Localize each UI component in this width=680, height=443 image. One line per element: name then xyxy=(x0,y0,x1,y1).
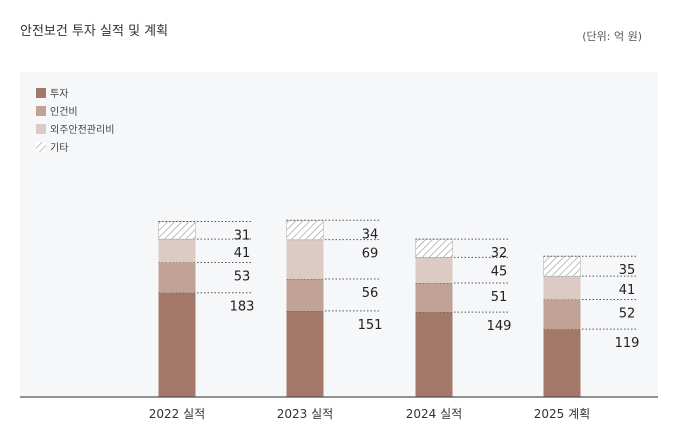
bar-segment-기타-2023-실적 xyxy=(286,220,324,240)
bar-segment-외주안전관리비-2025-계획 xyxy=(543,276,581,300)
legend-label-투자: 투자 xyxy=(50,88,68,100)
bar-segment-외주안전관리비-2022-실적 xyxy=(158,239,196,263)
unit-label: (단위: 억 원) xyxy=(582,30,642,43)
data-label-투자-2023-실적: 151 xyxy=(358,318,383,333)
bar-segment-투자-2022-실적 xyxy=(158,292,196,397)
data-label-외주안전관리비-2024-실적: 45 xyxy=(491,264,508,279)
x-tick-2025-계획: 2025 계획 xyxy=(534,407,590,421)
x-tick-2023-실적: 2023 실적 xyxy=(277,407,333,421)
data-label-기타-2022-실적: 31 xyxy=(234,228,251,243)
data-label-인건비-2024-실적: 51 xyxy=(491,290,508,305)
legend-label-외주안전관리비: 외주안전관리비 xyxy=(50,124,114,136)
bars-group: 183 53 41 31 151 56 69 34 149 51 45 32 119 52 41 35 xyxy=(158,219,640,397)
legend-swatch-인건비 xyxy=(36,106,46,116)
bar-segment-투자-2024-실적 xyxy=(415,312,453,397)
x-tick-2024-실적: 2024 실적 xyxy=(406,407,462,421)
bar-segment-외주안전관리비-2024-실적 xyxy=(415,257,453,283)
legend-swatch-외주안전관리비 xyxy=(36,124,46,134)
bar-segment-기타-2024-실적 xyxy=(415,238,453,258)
bar-segment-인건비-2024-실적 xyxy=(415,283,453,313)
legend-swatch-투자 xyxy=(36,88,46,98)
data-label-기타-2025-계획: 35 xyxy=(619,263,636,278)
data-label-투자-2022-실적: 183 xyxy=(230,300,255,315)
bar-segment-인건비-2023-실적 xyxy=(286,279,324,311)
data-label-기타-2023-실적: 34 xyxy=(362,227,379,242)
x-tick-labels: 2022 실적 2023 실적 2024 실적 2025 계획 xyxy=(149,407,590,421)
data-label-인건비-2023-실적: 56 xyxy=(362,286,379,301)
legend-label-기타: 기타 xyxy=(50,142,68,154)
data-label-투자-2025-계획: 119 xyxy=(615,336,640,351)
data-label-인건비-2025-계획: 52 xyxy=(619,307,636,322)
x-tick-2022-실적: 2022 실적 xyxy=(149,407,205,421)
data-label-외주안전관리비-2025-계획: 41 xyxy=(619,283,636,298)
chart-title: 안전보건 투자 실적 및 계획 xyxy=(20,24,169,39)
bar-segment-기타-2025-계획 xyxy=(543,255,581,277)
legend-label-인건비: 인건비 xyxy=(50,106,78,118)
bar-segment-기타-2022-실적 xyxy=(158,221,196,240)
bar-segment-투자-2023-실적 xyxy=(286,310,324,397)
bar-segment-외주안전관리비-2023-실적 xyxy=(286,239,324,280)
data-label-외주안전관리비-2022-실적: 41 xyxy=(234,246,251,261)
data-label-투자-2024-실적: 149 xyxy=(487,319,512,334)
bar-segment-인건비-2025-계획 xyxy=(543,299,581,330)
bar-segment-투자-2025-계획 xyxy=(543,329,581,397)
bar-segment-인건비-2022-실적 xyxy=(158,262,196,293)
data-label-외주안전관리비-2023-실적: 69 xyxy=(362,247,379,262)
legend-swatch-기타 xyxy=(36,142,46,152)
data-label-인건비-2022-실적: 53 xyxy=(234,269,251,284)
data-label-기타-2024-실적: 32 xyxy=(491,246,508,261)
